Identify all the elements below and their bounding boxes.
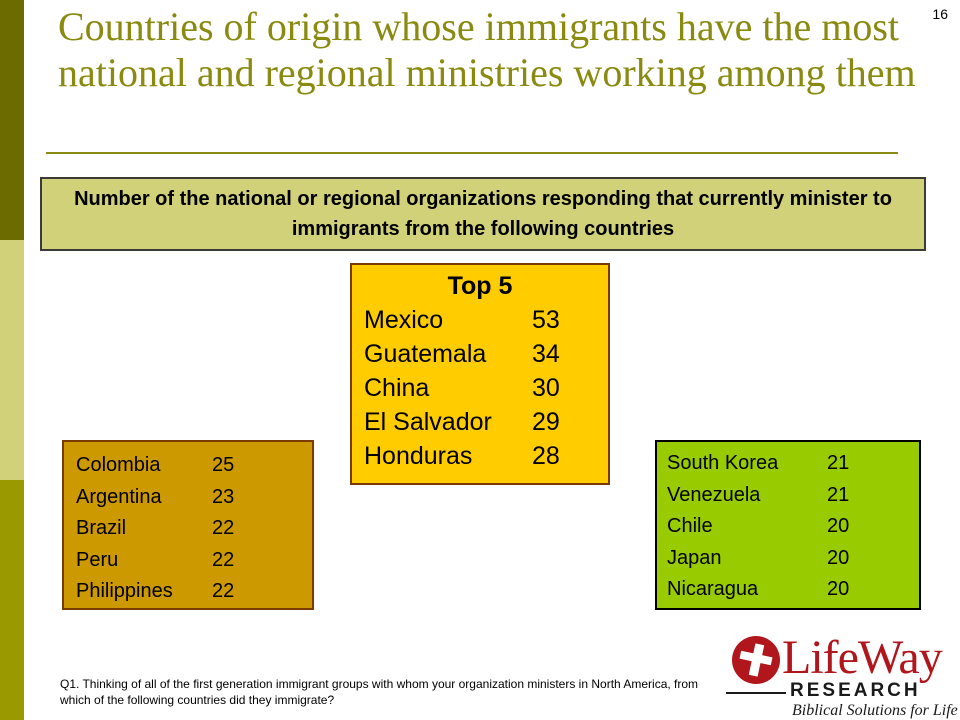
- list-item: Colombia 25: [76, 450, 312, 482]
- list-item: Japan 20: [667, 543, 919, 575]
- country-label: Colombia: [76, 454, 161, 476]
- country-label: Mexico: [364, 306, 444, 334]
- country-count: 20: [827, 546, 850, 569]
- country-label: Brazil: [76, 517, 127, 539]
- country-count: 29: [532, 408, 560, 436]
- country-count: 30: [532, 374, 560, 402]
- lifeway-research-logo: LifeWay RESEARCH Biblical Solutions for …: [726, 630, 960, 720]
- logo-wordmark: LifeWay: [782, 631, 943, 684]
- title-underline: [46, 152, 898, 154]
- country-count: 21: [827, 452, 850, 474]
- logo-divider: [726, 692, 786, 694]
- country-label: China: [364, 374, 430, 402]
- subtitle-text: Number of the national or regional organ…: [74, 188, 892, 240]
- country-count: 53: [532, 306, 560, 334]
- top5-row: El Salvador 29: [364, 405, 608, 439]
- country-label: Nicaragua: [667, 578, 759, 600]
- slide-title: Countries of origin whose immigrants hav…: [58, 4, 916, 95]
- top5-row: Mexico 53: [364, 303, 608, 337]
- top5-heading: Top 5: [447, 272, 513, 300]
- slide-number: 16: [932, 6, 948, 22]
- country-label: Guatemala: [364, 340, 487, 368]
- country-count: 22: [212, 548, 235, 571]
- country-count: 34: [532, 340, 560, 368]
- country-label: El Salvador: [364, 408, 492, 436]
- list-item: South Korea 21: [667, 448, 919, 480]
- country-label: Argentina: [76, 485, 162, 508]
- country-count: 23: [212, 485, 235, 508]
- top5-box: Top 5 Mexico 53 Guatemala 34 China 30 El Sa…: [350, 263, 610, 485]
- country-label: South Korea: [667, 452, 779, 474]
- logo-research: RESEARCH: [790, 680, 921, 701]
- country-label: Peru: [76, 548, 119, 571]
- country-count: 25: [212, 454, 235, 476]
- top5-row: China 30: [364, 371, 608, 405]
- side-bar-dark: [0, 0, 24, 240]
- top5-row: Honduras 28: [364, 439, 608, 473]
- right-country-box: South Korea 21 Venezuela 21 Chile 20 Japan 2…: [655, 440, 921, 610]
- country-count: 20: [827, 578, 850, 600]
- country-count: 22: [212, 580, 235, 602]
- country-label: Philippines: [76, 580, 173, 602]
- logo-tagline: Biblical Solutions for Life: [792, 702, 958, 719]
- country-label: Chile: [667, 515, 713, 537]
- country-count: 20: [827, 515, 850, 537]
- list-item: Venezuela 21: [667, 480, 919, 512]
- subtitle-box: Number of the national or regional organ…: [40, 177, 926, 251]
- cross-icon: [732, 636, 780, 684]
- list-item: Philippines 22: [76, 576, 312, 608]
- country-label: Honduras: [364, 442, 473, 470]
- list-item: Peru 22: [76, 545, 312, 577]
- list-item: Chile 20: [667, 511, 919, 543]
- country-label: Japan: [667, 546, 722, 569]
- left-country-box: Colombia 25 Argentina 23 Brazil 22 Peru 22 P…: [62, 440, 314, 610]
- top5-row: Guatemala 34: [364, 337, 608, 371]
- list-item: Brazil 22: [76, 513, 312, 545]
- footnote: Q1. Thinking of all of the first generat…: [60, 677, 699, 707]
- country-count: 21: [827, 483, 850, 506]
- side-bar-olive: [0, 480, 24, 720]
- list-item: Nicaragua 20: [667, 574, 919, 606]
- side-bar-light: [0, 240, 24, 480]
- country-count: 22: [212, 517, 235, 539]
- country-label: Venezuela: [667, 483, 761, 506]
- list-item: Argentina 23: [76, 482, 312, 514]
- country-count: 28: [532, 442, 560, 470]
